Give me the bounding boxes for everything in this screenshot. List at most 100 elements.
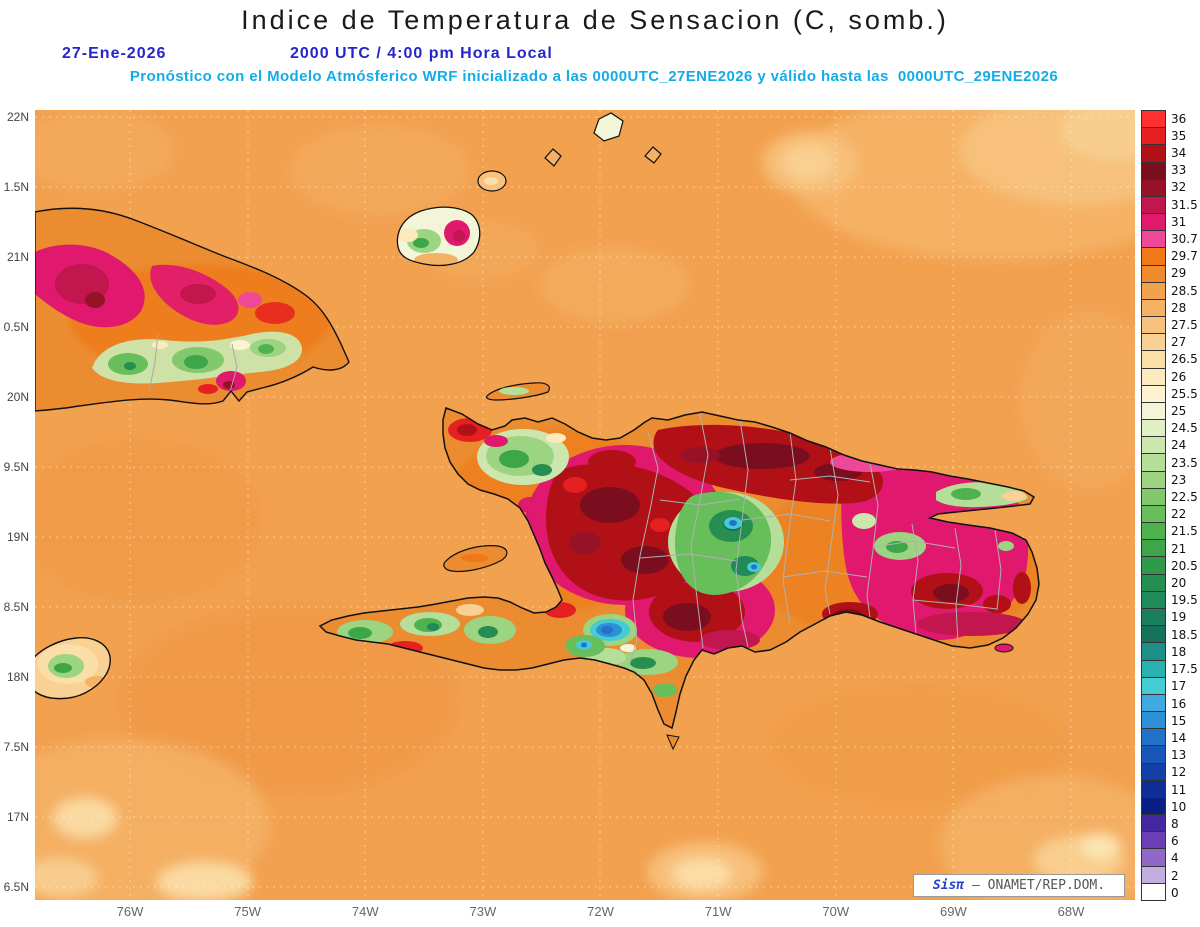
- colorbar-swatch: [1142, 334, 1165, 352]
- colorbar-swatch: [1142, 248, 1165, 266]
- colorbar-swatch: [1142, 694, 1165, 713]
- beata-island: [666, 734, 680, 751]
- colorbar-label: 31: [1171, 214, 1187, 229]
- lat-tick-label: 19N: [6, 530, 29, 544]
- colorbar-label: 23.5: [1171, 455, 1198, 470]
- colorbar-label: 20: [1171, 576, 1187, 591]
- colorbar-label: 30.7: [1171, 232, 1198, 247]
- colorbar-label: 29.7: [1171, 249, 1198, 264]
- colorbar-label: 22: [1171, 507, 1187, 522]
- colorbar-label: 28: [1171, 300, 1187, 315]
- lon-tick-label: 75W: [234, 904, 261, 919]
- colorbar-label: 2: [1171, 868, 1179, 883]
- forecast-map: [35, 110, 1135, 900]
- colorbar-swatch: [1142, 214, 1165, 232]
- lon-tick-label: 69W: [940, 904, 967, 919]
- lat-tick-label: 6.5N: [3, 880, 29, 894]
- chart-date: 27-Ene-2026: [62, 45, 167, 62]
- turks-caicos-islands: [544, 112, 662, 167]
- colorbar-swatch: [1142, 265, 1165, 283]
- colorbar-swatch: [1142, 557, 1165, 575]
- colorbar-swatch: [1142, 282, 1165, 300]
- colorbar-label: 16: [1171, 696, 1187, 711]
- lon-tick-label: 71W: [704, 904, 732, 919]
- colorbar-label: 8: [1171, 816, 1179, 831]
- colorbar-label: 4: [1171, 851, 1179, 866]
- colorbar-swatch: [1142, 128, 1165, 146]
- chart-valid-time: 2000 UTC / 4:00 pm Hora Local: [290, 45, 553, 62]
- colorbar-label: 6: [1171, 834, 1179, 849]
- colorbar-swatch: [1142, 523, 1165, 541]
- colorbar-swatch: [1142, 677, 1165, 695]
- colorbar-swatch: [1142, 179, 1165, 197]
- colorbar-label: 25: [1171, 404, 1187, 419]
- colorbar-label: 24.5: [1171, 421, 1198, 436]
- colorbar-swatch: [1142, 385, 1165, 403]
- gridlines: [35, 110, 1135, 900]
- forecast-description: Pronóstico con el Modelo Atmósferico WRF…: [129, 68, 1059, 85]
- lon-tick-label: 72W: [587, 904, 614, 919]
- colorbar-label: 13: [1171, 748, 1187, 763]
- colorbar-swatch: [1142, 729, 1165, 747]
- inagua-islands: [396, 170, 507, 267]
- colorbar: 36 35 34 33 32 31.5 31 30.7 29.7 29 28.5 28 27.5 27 26…: [1141, 110, 1200, 901]
- colorbar-swatch: [1142, 574, 1165, 592]
- colorbar-label: 24: [1171, 438, 1187, 453]
- colorbar-label: 12: [1171, 765, 1187, 780]
- colorbar-swatch: [1142, 437, 1165, 455]
- colorbar-label: 22.5: [1171, 490, 1198, 505]
- colorbar-swatch: [1142, 471, 1165, 489]
- colorbar-swatch: [1142, 746, 1165, 764]
- colorbar-swatch: [1142, 488, 1165, 506]
- watermark-org: – ONAMET/REP.DOM.: [972, 878, 1106, 893]
- lat-tick-label: 1.5N: [3, 180, 29, 194]
- colorbar-label: 15: [1171, 713, 1187, 728]
- colorbar-label: 10: [1171, 799, 1187, 814]
- lon-tick-label: 74W: [351, 904, 379, 919]
- colorbar-label: 31.5: [1171, 197, 1198, 212]
- lat-tick-label: 0.5N: [3, 320, 29, 334]
- colorbar-swatch: [1142, 145, 1165, 163]
- colorbar-swatch: [1142, 351, 1165, 369]
- colorbar-swatches: [1141, 110, 1166, 901]
- colorbar-swatch: [1142, 643, 1165, 661]
- lat-tick-label: 21N: [6, 250, 29, 264]
- colorbar-label: 19.5: [1171, 593, 1198, 608]
- saona-island: [994, 643, 1014, 653]
- colorbar-swatch: [1142, 866, 1165, 884]
- chart-datetime-row: 27-Ene-2026 2000 UTC / 4:00 pm Hora Loca…: [0, 45, 1200, 65]
- lat-tick-label: 18N: [6, 670, 29, 684]
- colorbar-swatch: [1142, 626, 1165, 644]
- colorbar-label: 27.5: [1171, 318, 1198, 333]
- colorbar-label: 17: [1171, 679, 1187, 694]
- colorbar-swatch: [1142, 660, 1165, 678]
- colorbar-label: 34: [1171, 146, 1187, 160]
- colorbar-label: 35: [1171, 128, 1187, 143]
- colorbar-label: 0: [1171, 885, 1179, 900]
- colorbar-label: 14: [1171, 730, 1187, 745]
- colorbar-swatch: [1142, 780, 1165, 798]
- colorbar-label: 19: [1171, 610, 1187, 625]
- colorbar-label: 26.5: [1171, 352, 1198, 367]
- colorbar-swatch: [1142, 196, 1165, 215]
- lon-tick-label: 70W: [822, 904, 850, 919]
- watermark-brand: Sisπ: [932, 878, 965, 893]
- colorbar-swatch: [1142, 608, 1165, 627]
- colorbar-swatch: [1142, 454, 1165, 472]
- colorbar-label: 27: [1171, 335, 1187, 350]
- lat-tick-label: 9.5N: [3, 460, 29, 474]
- colorbar-label: 11: [1171, 782, 1187, 797]
- colorbar-label: 18: [1171, 644, 1187, 659]
- colorbar-swatch: [1142, 162, 1165, 180]
- colorbar-swatch: [1142, 815, 1165, 833]
- colorbar-swatch: [1142, 368, 1165, 386]
- lon-tick-label: 76W: [116, 904, 144, 919]
- colorbar-label: 20.5: [1171, 558, 1198, 573]
- colorbar-swatch: [1142, 111, 1165, 129]
- lat-tick-label: 8.5N: [3, 600, 29, 614]
- colorbar-swatch: [1142, 420, 1165, 438]
- colorbar-swatch: [1142, 591, 1165, 609]
- colorbar-swatch: [1142, 883, 1165, 900]
- lat-tick-label: 17N: [6, 810, 29, 824]
